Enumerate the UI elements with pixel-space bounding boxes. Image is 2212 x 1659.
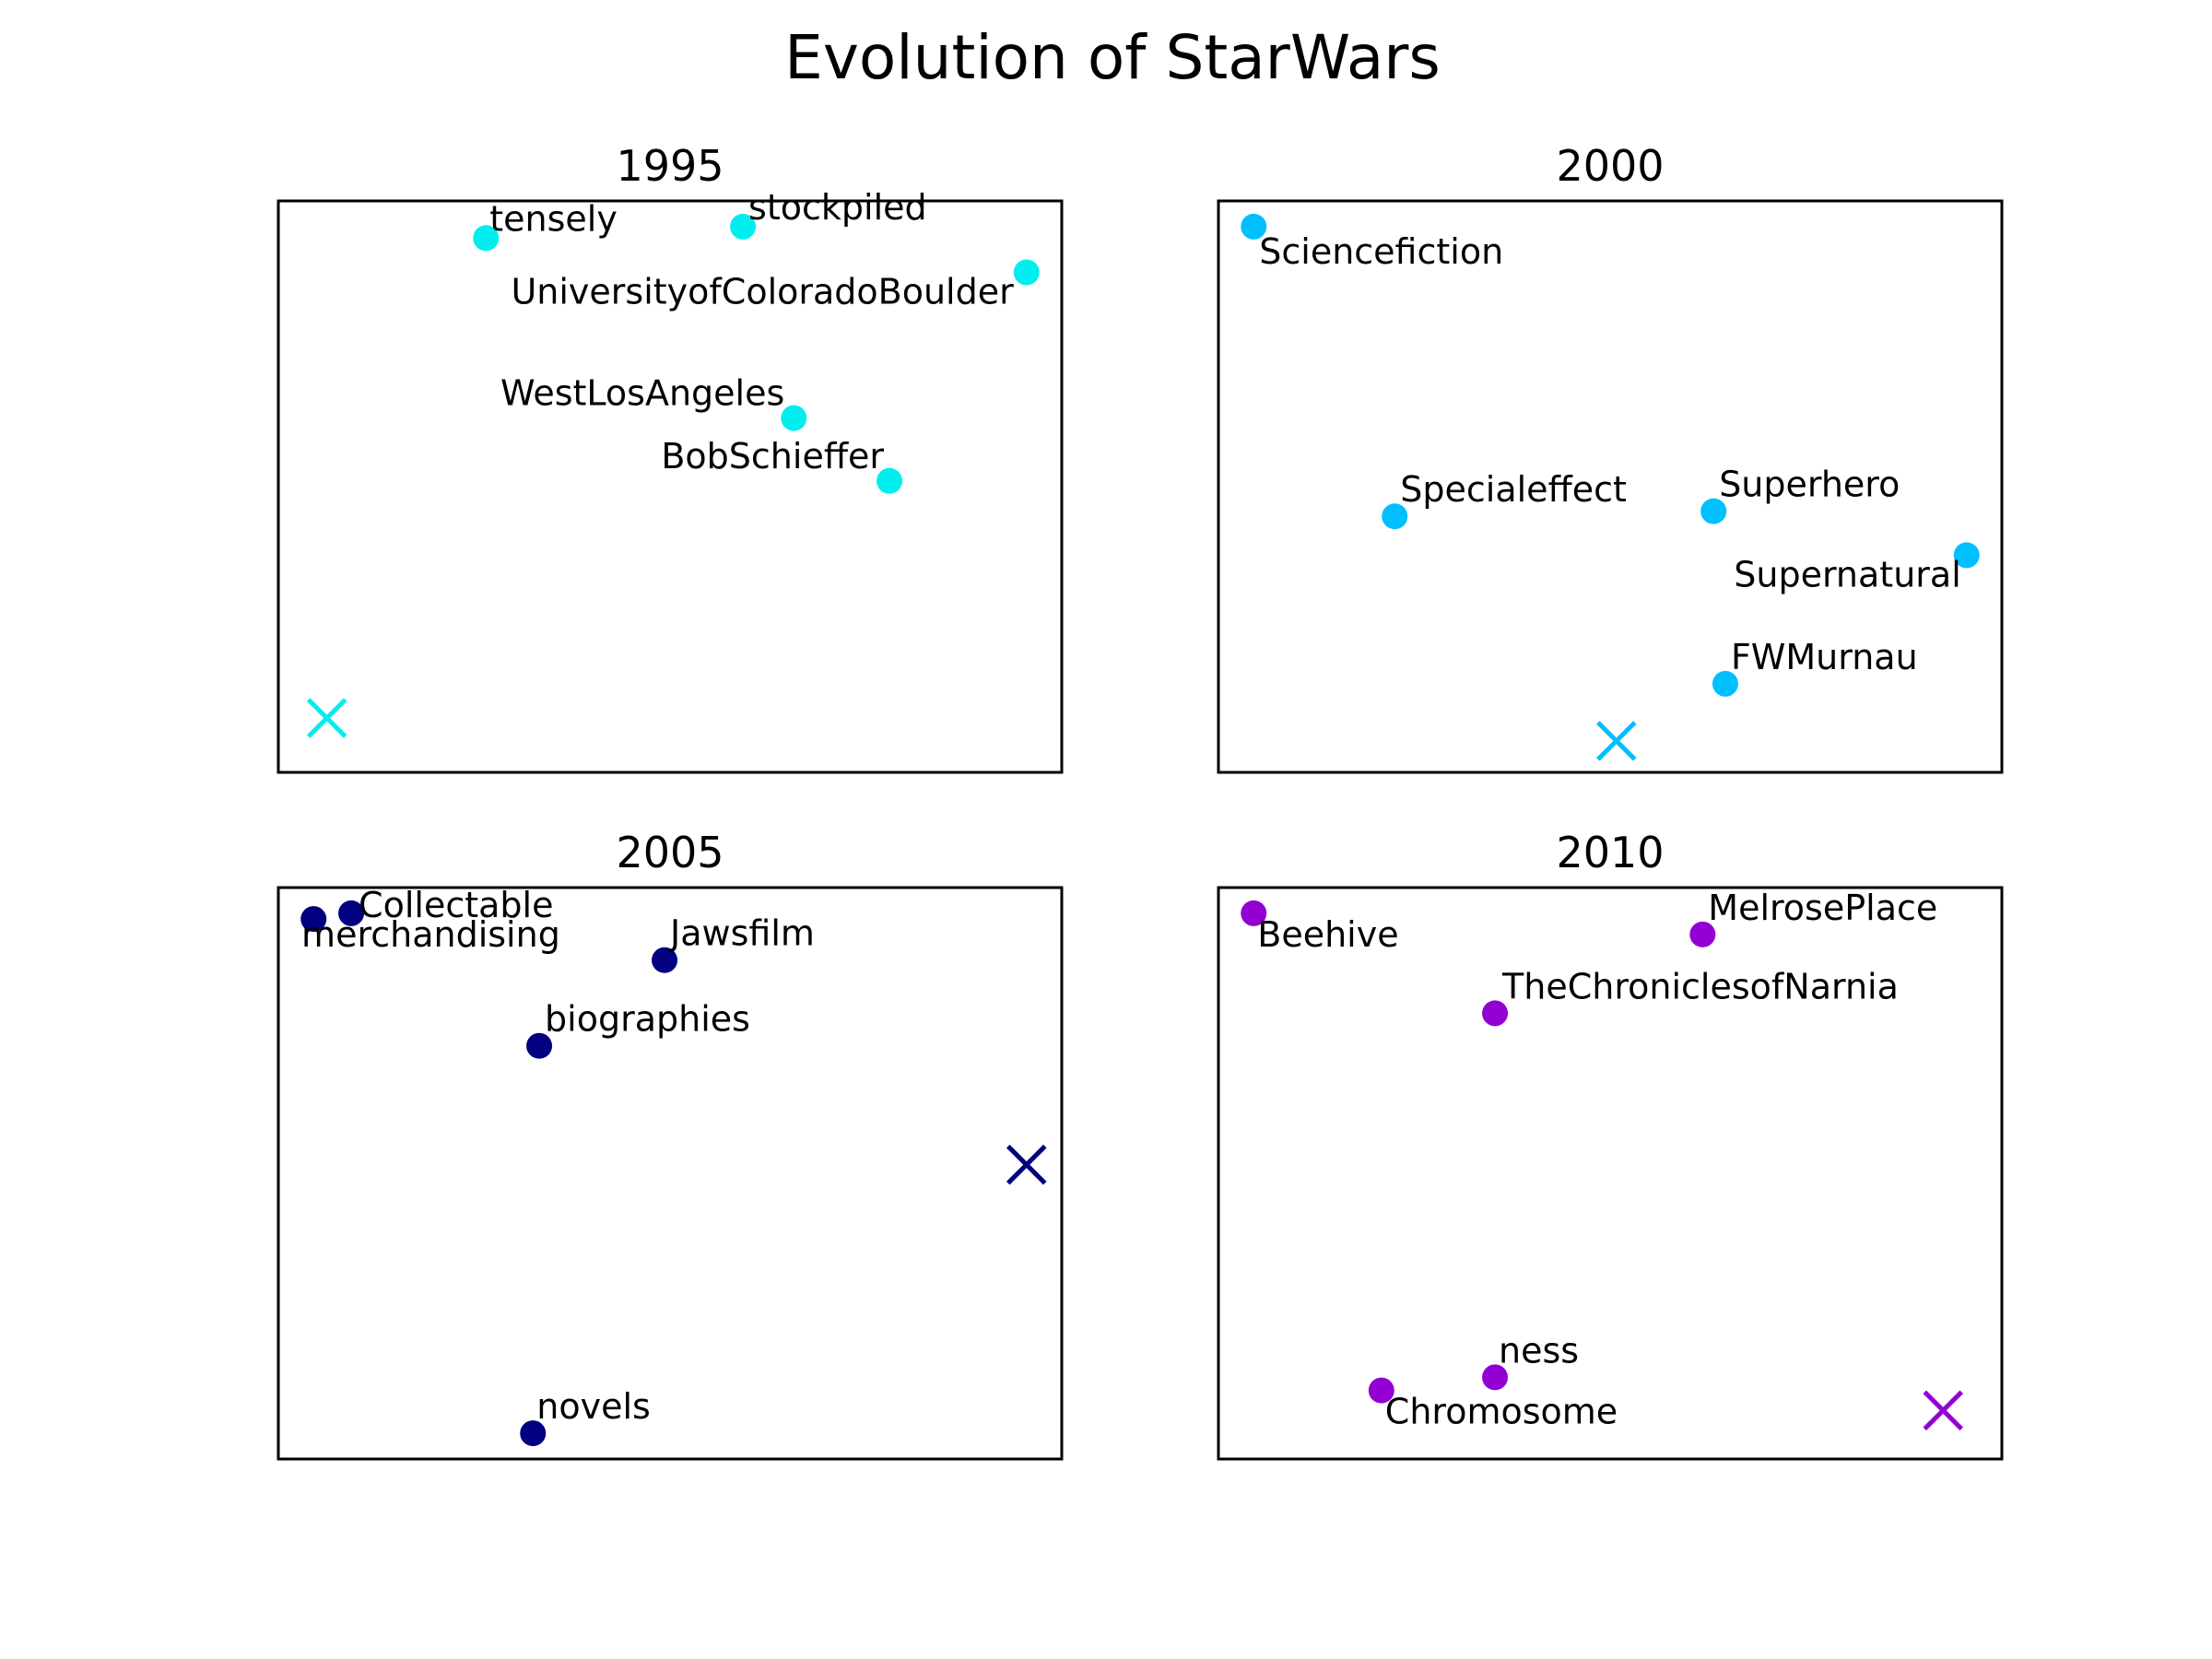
point-label: UniversityofColoradoBoulder	[511, 272, 1014, 312]
point-label: Jawsfilm	[668, 913, 815, 954]
subplot-title: 1995	[616, 141, 724, 191]
data-point	[300, 906, 327, 933]
x-marker	[1923, 1390, 1964, 1431]
data-point	[520, 1420, 547, 1447]
data-point	[730, 213, 757, 240]
point-label: novels	[536, 1386, 651, 1427]
subplot-2010: 2010 Beehive MelrosePlace TheChroniclesofNa…	[1217, 828, 2004, 1461]
data-point	[338, 900, 365, 926]
x-marker	[1006, 1144, 1047, 1185]
data-point	[1241, 213, 1267, 240]
data-point	[473, 225, 500, 252]
point-label: Sciencefiction	[1259, 231, 1503, 272]
data-point	[1689, 921, 1716, 947]
data-point	[652, 947, 678, 973]
subplot-1995: 1995 tensely stockpiled UniversityofColorad…	[276, 141, 1064, 774]
data-point	[1013, 259, 1040, 286]
subplot-grid: 1995 tensely stockpiled UniversityofColorad…	[276, 141, 2004, 1461]
point-label: stockpiled	[748, 187, 927, 228]
data-point	[526, 1032, 553, 1059]
x-marker	[306, 698, 347, 738]
point-label: BobSchieffer	[661, 436, 884, 477]
axes-frame	[276, 886, 1064, 1461]
data-point	[877, 467, 902, 494]
data-point	[1382, 503, 1408, 530]
subplot-title: 2005	[616, 828, 724, 877]
point-label: Specialeffect	[1400, 469, 1627, 510]
data-point	[1482, 1000, 1509, 1027]
data-point	[1712, 670, 1738, 697]
axes-frame	[1217, 199, 2004, 774]
data-point	[1482, 1364, 1509, 1391]
point-label: MelrosePlace	[1708, 888, 1937, 928]
point-label: biographies	[545, 999, 750, 1040]
point-label: Supernatural	[1734, 554, 1960, 594]
point-label: Chromosome	[1385, 1392, 1618, 1432]
subplot-title: 2010	[1556, 828, 1664, 877]
point-label: tensely	[489, 198, 618, 239]
axes-frame	[276, 199, 1064, 774]
x-marker	[1596, 721, 1637, 761]
point-label: FWMurnau	[1731, 637, 1918, 677]
data-point	[1368, 1377, 1394, 1404]
point-label: merchandising	[301, 914, 560, 955]
data-point	[1700, 498, 1727, 524]
point-label: Collectable	[359, 885, 553, 925]
point-label: Beehive	[1257, 914, 1398, 955]
point-label: Superhero	[1719, 465, 1900, 505]
data-point	[781, 405, 807, 431]
axes-frame	[1217, 886, 2004, 1461]
point-label: TheChroniclesofNarnia	[1501, 966, 1899, 1006]
data-point	[1241, 900, 1267, 926]
point-label: WestLosAngeles	[500, 373, 784, 414]
data-point	[1953, 542, 1980, 569]
subplot-2000: 2000 Sciencefiction Specialeffect Superhero…	[1217, 141, 2004, 774]
point-label: ness	[1499, 1330, 1579, 1371]
subplot-title: 2000	[1556, 141, 1664, 191]
figure-title: Evolution of StarWars	[784, 22, 1441, 93]
